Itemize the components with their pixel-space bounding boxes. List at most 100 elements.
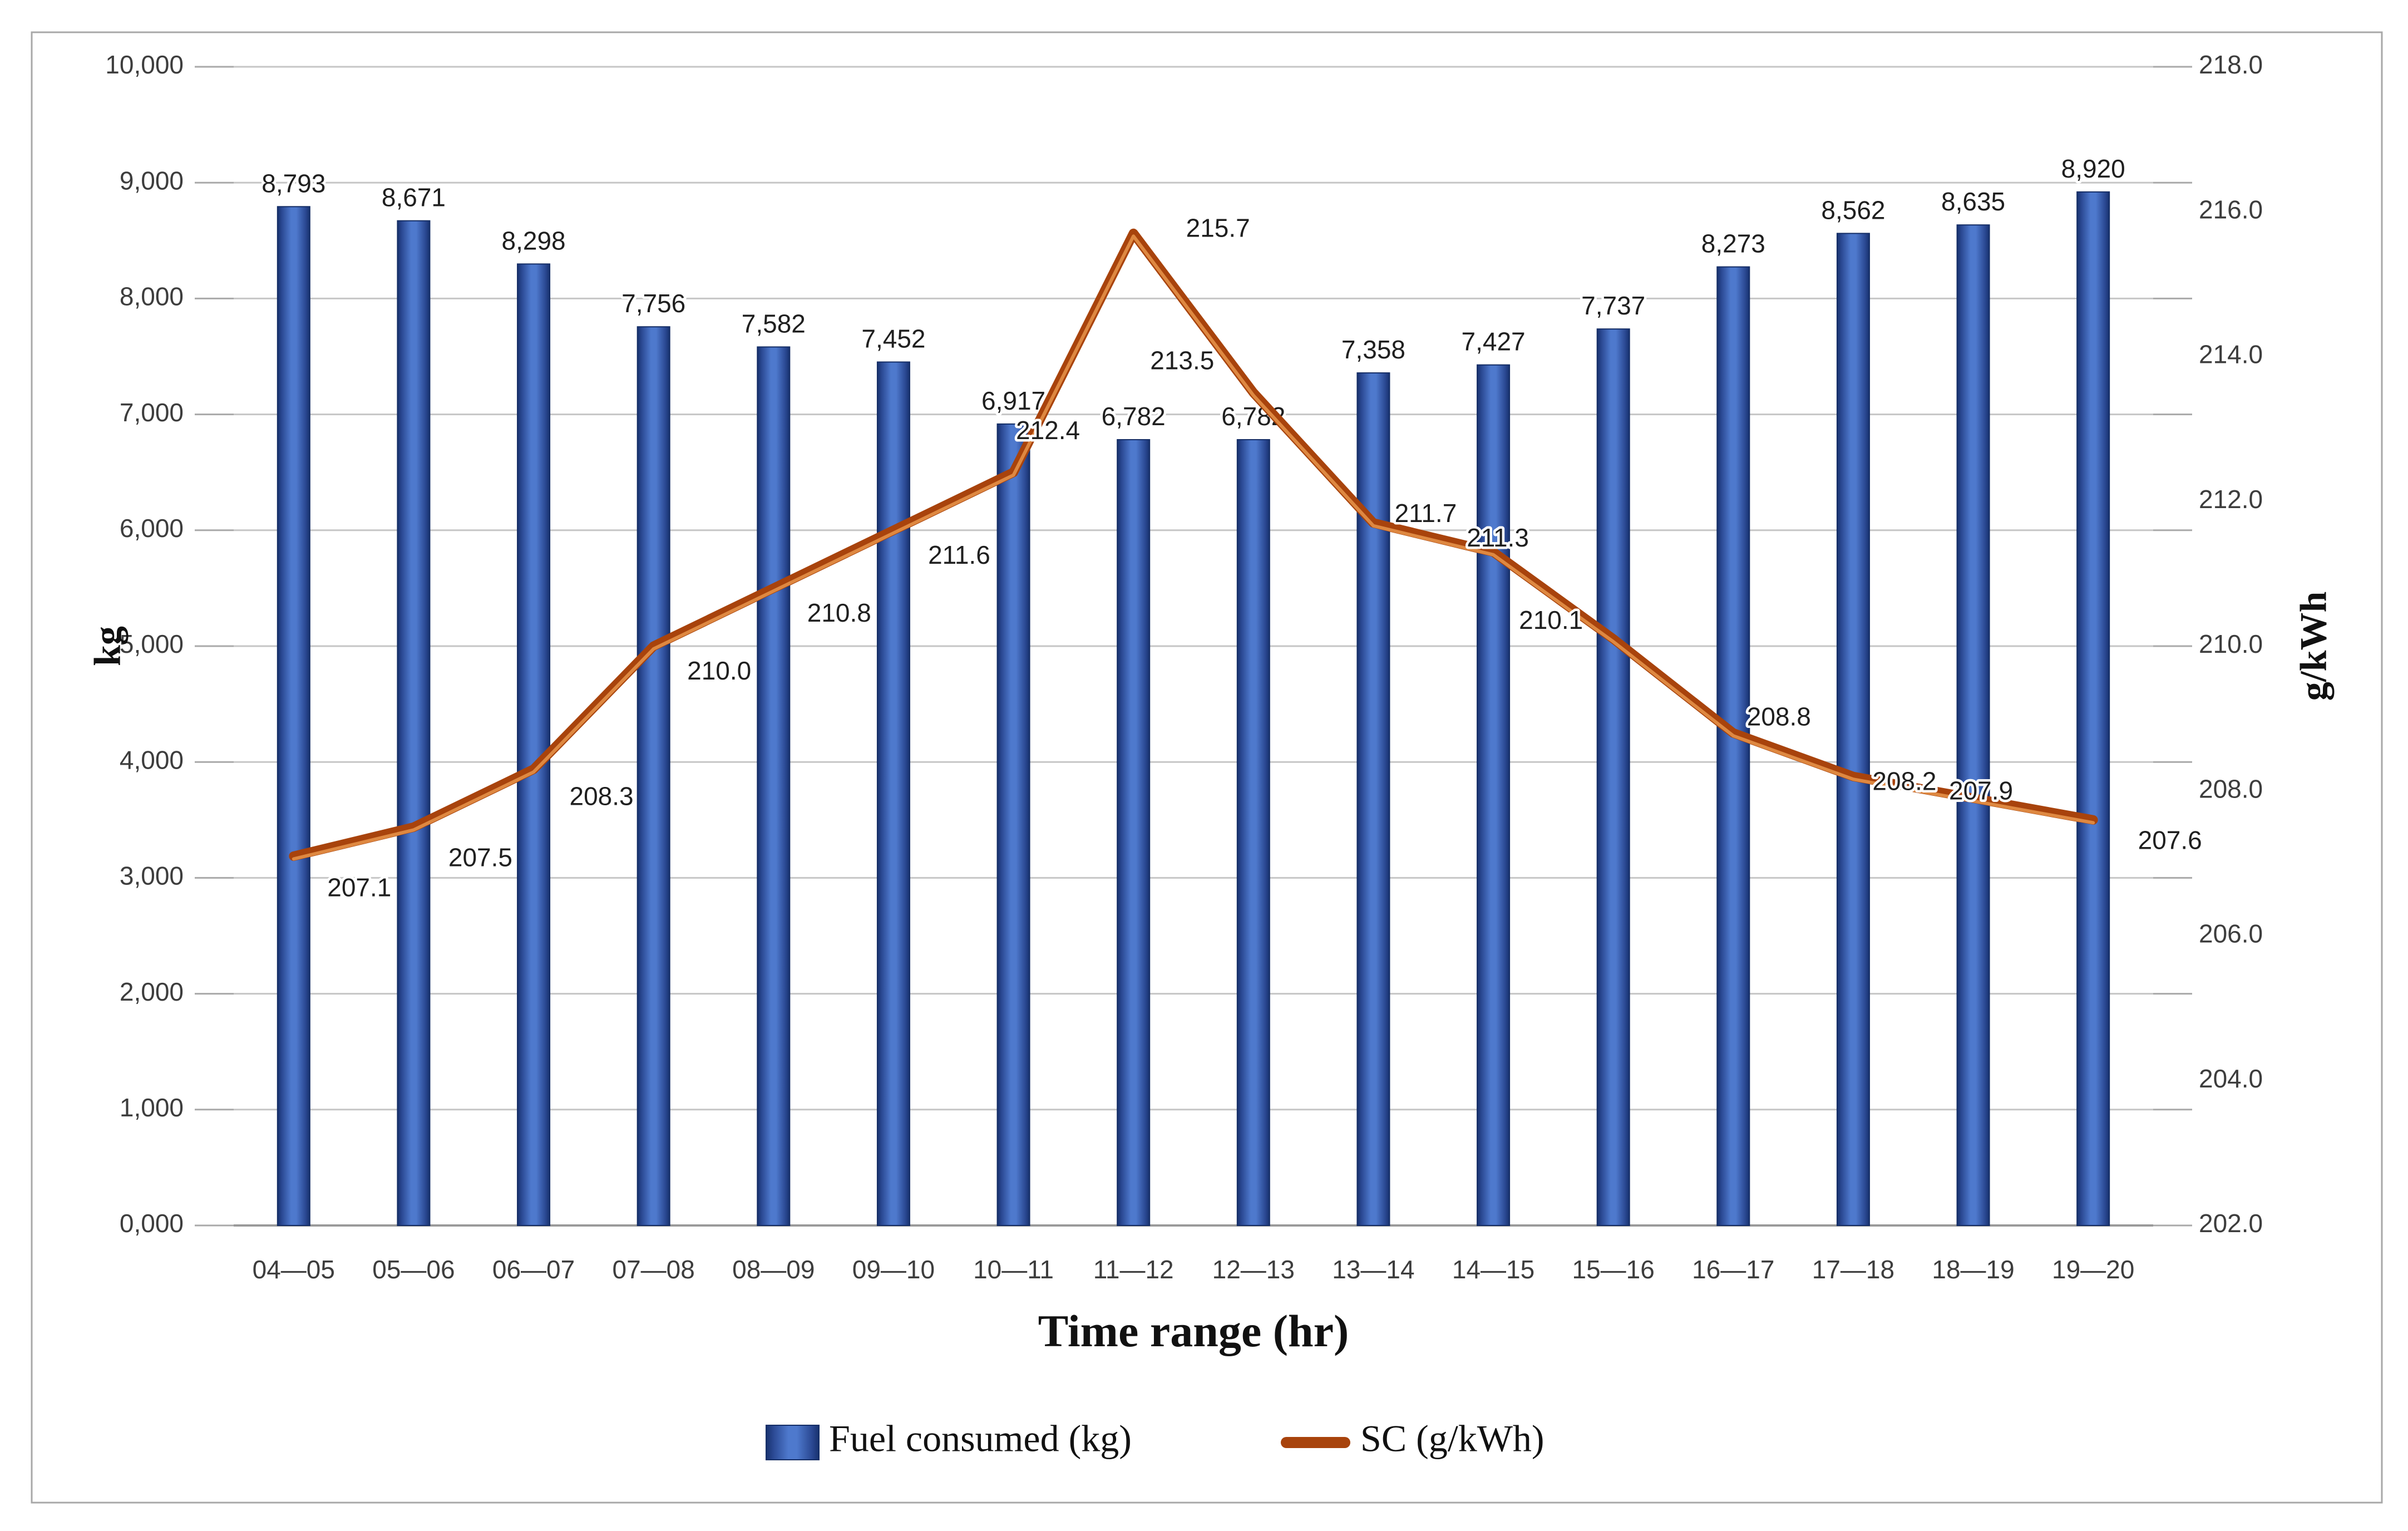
bar	[757, 346, 791, 1226]
left-axis-tick-label: 8,000	[120, 282, 184, 311]
x-axis-category-label: 19—20	[2052, 1255, 2134, 1284]
bar	[1356, 372, 1390, 1226]
line-data-label: 208.3	[570, 781, 634, 810]
right-axis-tick-label: 206.0	[2199, 919, 2263, 948]
legend-bar-label: Fuel consumed (kg)	[829, 1417, 1132, 1460]
right-axis-tick-label: 208.0	[2199, 774, 2263, 803]
line-data-label: 213.5	[1150, 346, 1214, 375]
left-axis-tick-label: 1,000	[120, 1093, 184, 1122]
line-data-label: 212.4	[1016, 416, 1080, 445]
x-axis-category-label: 17—18	[1812, 1255, 1894, 1284]
x-axis-category-label: 04—05	[253, 1255, 335, 1284]
bar-data-labels: 8,793 8,671 8,298 7,756 7,582 7,452 6,917 6,782…	[259, 151, 2128, 433]
bar-data-label: 6,917	[981, 386, 1045, 415]
line-data-label: 208.2	[1872, 766, 1936, 795]
right-axis-tick-label: 204.0	[2199, 1064, 2263, 1093]
line-data-label: 210.0	[687, 656, 751, 685]
line-data-label: 215.7	[1186, 213, 1250, 242]
left-axis-tick-label: 3,000	[120, 862, 184, 890]
left-axis-title: kg	[86, 626, 129, 666]
right-axis-tick-label: 218.0	[2199, 50, 2263, 79]
bar	[1956, 224, 1990, 1226]
bar	[2076, 191, 2110, 1227]
x-axis-title: Time range (hr)	[1038, 1306, 1349, 1356]
x-axis-category-label: 14—15	[1452, 1255, 1534, 1284]
left-axis-tick-label: 6,000	[120, 514, 184, 543]
right-axis-title: g/kWh	[2292, 592, 2335, 701]
bar	[517, 263, 551, 1226]
bar-data-label: 8,562	[1821, 195, 1885, 224]
bar-data-label: 7,756	[621, 289, 685, 318]
right-axis-tick-label: 216.0	[2199, 195, 2263, 224]
line-data-label: 210.8	[807, 598, 871, 627]
x-axis-category-label: 10—11	[973, 1255, 1054, 1284]
right-axis-tick-label: 212.0	[2199, 485, 2263, 514]
x-axis-labels: 04—05 05—06 06—07 07—08 08—09 09—10 10—11 11—12…	[253, 1255, 2135, 1284]
bar-data-label: 7,582	[742, 309, 806, 338]
x-axis-category-label: 07—08	[613, 1255, 695, 1284]
line-data-label: 207.9	[1949, 776, 2013, 805]
right-axis-tick-label: 214.0	[2199, 340, 2263, 369]
left-axis-tick-label: 10,000	[105, 50, 184, 79]
left-axis-tick-label: 5,000	[120, 629, 184, 658]
bar	[1477, 364, 1511, 1226]
x-axis-category-label: 09—10	[852, 1255, 935, 1284]
left-axis-tick-label: 0,000	[120, 1209, 184, 1238]
bar-data-label: 8,793	[261, 169, 325, 198]
left-axis-tick-label: 4,000	[120, 745, 184, 774]
legend-line-swatch	[1281, 1437, 1350, 1448]
x-axis-category-label: 06—07	[492, 1255, 575, 1284]
line-data-label: 210.1	[1519, 605, 1583, 634]
legend: Fuel consumed (kg) SC (g/kWh)	[766, 1417, 1545, 1460]
bar-data-label: 8,635	[1941, 187, 2005, 216]
bar-data-label: 7,358	[1341, 335, 1405, 364]
bar	[397, 220, 431, 1227]
bar-data-label: 8,671	[382, 183, 446, 212]
x-axis-category-label: 16—17	[1692, 1255, 1774, 1284]
left-axis-tick-label: 9,000	[120, 166, 184, 195]
bar-data-label: 6,782	[1102, 402, 1166, 431]
bar	[1117, 439, 1151, 1227]
x-axis-category-label: 12—13	[1212, 1255, 1295, 1284]
bar-data-label: 7,452	[861, 324, 925, 353]
left-axis-tick-label: 7,000	[120, 398, 184, 427]
legend-bar-swatch	[766, 1425, 820, 1460]
bar	[876, 361, 910, 1226]
bar	[1236, 439, 1270, 1227]
bar-data-label: 8,920	[2061, 154, 2125, 183]
bar	[1596, 328, 1630, 1226]
line-data-label: 207.1	[327, 873, 391, 902]
x-axis-category-label: 08—09	[732, 1255, 815, 1284]
bar-data-label: 8,273	[1701, 229, 1765, 258]
line-data-label: 208.8	[1747, 702, 1811, 731]
x-axis-category-label: 11—12	[1093, 1255, 1174, 1284]
bar	[1716, 266, 1750, 1226]
sc-line-highlight	[292, 234, 2095, 861]
line-data-label: 211.6	[928, 540, 990, 569]
bar-series	[277, 191, 2110, 1227]
line-data-labels: 207.1 207.5 208.3 210.0 210.8 211.6 212.4 215.7…	[325, 211, 2205, 904]
line-data-label: 207.5	[448, 843, 512, 872]
bar-data-label: 8,298	[502, 226, 566, 255]
bar	[996, 423, 1030, 1226]
sc-line	[289, 228, 2098, 861]
x-axis-category-label: 05—06	[372, 1255, 455, 1284]
figure-frame	[31, 31, 2383, 1504]
right-axis-tick-label: 202.0	[2199, 1209, 2263, 1238]
bar	[277, 206, 310, 1227]
bar-data-label: 7,737	[1581, 291, 1645, 320]
line-data-label: 207.6	[2138, 825, 2202, 854]
x-axis-category-label: 15—16	[1572, 1255, 1655, 1284]
line-data-label: 211.3	[1467, 523, 1529, 552]
bar-data-label: 7,427	[1462, 327, 1526, 356]
line-data-label: 211.7	[1395, 499, 1457, 528]
left-axis-tick-label: 2,000	[120, 977, 184, 1006]
legend-line-label: SC (g/kWh)	[1360, 1417, 1545, 1460]
bar	[636, 326, 670, 1226]
bar	[1836, 233, 1870, 1226]
x-axis-category-label: 13—14	[1332, 1255, 1414, 1284]
x-axis-category-label: 18—19	[1932, 1255, 2014, 1284]
right-axis-tick-label: 210.0	[2199, 629, 2263, 658]
